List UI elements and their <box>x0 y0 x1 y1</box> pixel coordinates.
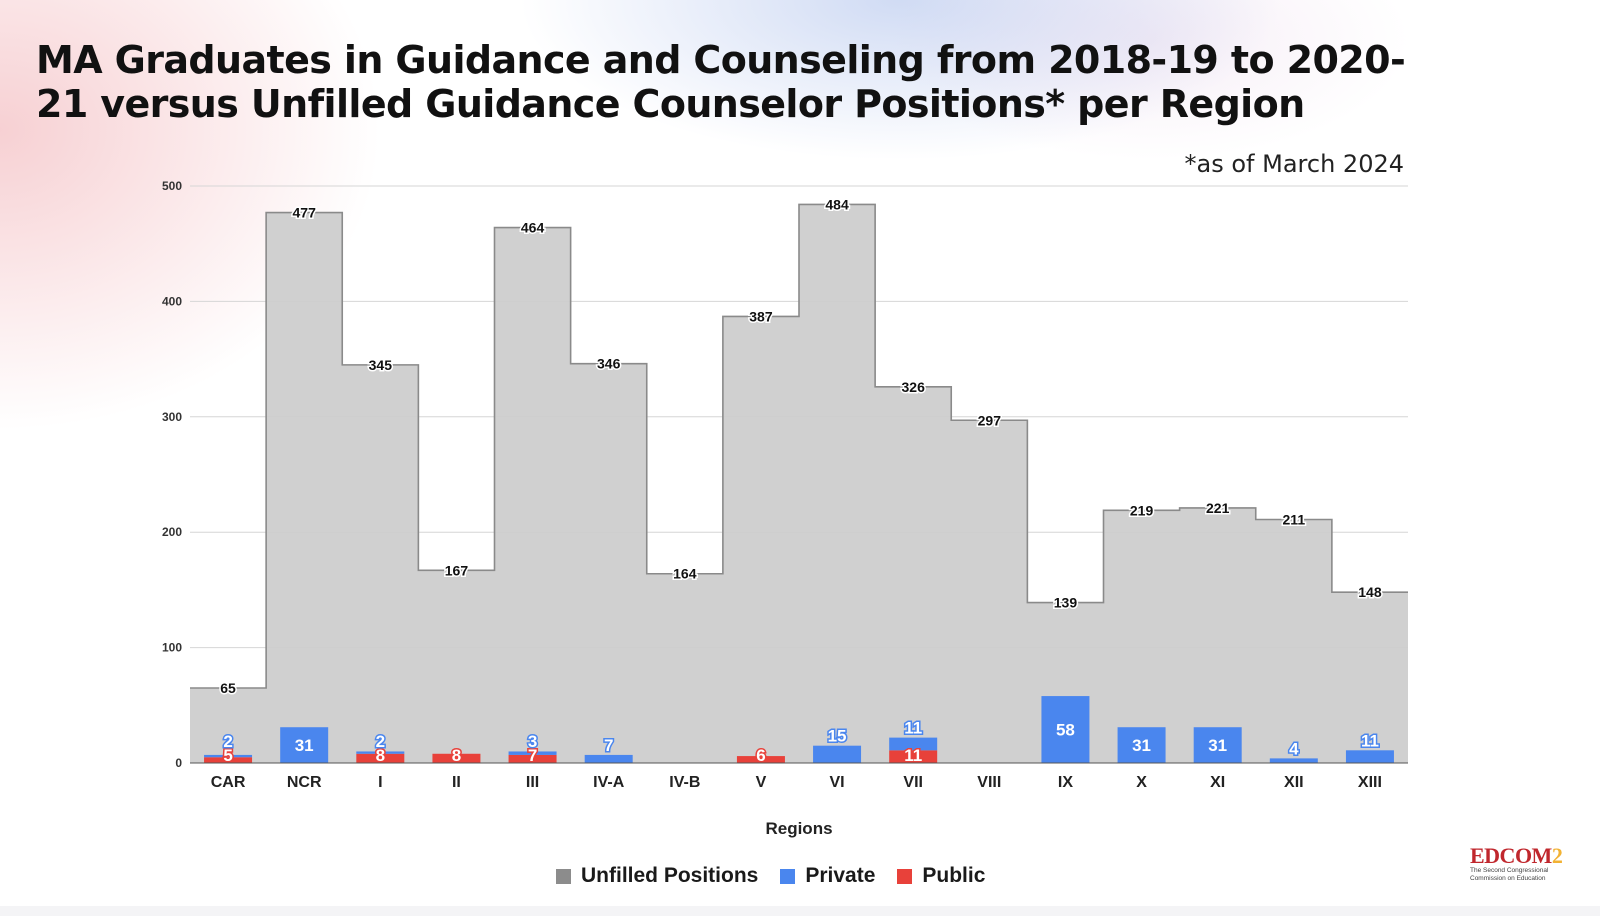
bar-private <box>1345 750 1394 763</box>
x-tick-label: VIII <box>977 774 1001 791</box>
y-tick-label: 0 <box>175 756 182 770</box>
data-label-unfilled: 211 <box>1283 512 1306 528</box>
legend-item-public: Public <box>897 864 985 888</box>
legend-swatch-public <box>897 868 913 884</box>
data-label-public: 7 <box>528 746 537 765</box>
bar-public <box>736 756 785 763</box>
logo-wordmark: EDCOM2 <box>1470 845 1570 867</box>
legend-swatch-unfilled <box>556 868 571 884</box>
data-label-unfilled: 464 <box>521 220 545 236</box>
bar-private <box>508 751 557 755</box>
bar-private <box>813 745 862 763</box>
data-label-public: 5 <box>223 746 232 765</box>
legend-item-unfilled: Unfilled Positions <box>556 864 758 888</box>
data-label-unfilled: 297 <box>978 412 1002 428</box>
data-label-unfilled: 345 <box>369 357 393 373</box>
data-label-unfilled: 139 <box>1054 595 1078 611</box>
y-tick-label: 500 <box>162 179 182 193</box>
legend-label-private: Private <box>805 864 876 887</box>
x-tick-label: VII <box>903 774 923 791</box>
x-tick-label: III <box>526 774 539 791</box>
data-label-unfilled: 65 <box>220 680 236 696</box>
bar-public <box>356 753 405 763</box>
data-label-private: 2 <box>223 732 232 751</box>
data-label-private: 31 <box>1208 736 1227 755</box>
data-label-unfilled: 477 <box>293 205 317 221</box>
edcom2-logo: EDCOM2 The Second Congressional Commissi… <box>1470 845 1570 882</box>
data-label-public: 8 <box>452 746 461 765</box>
y-tick-label: 200 <box>162 525 182 539</box>
logo-word: EDCOM <box>1470 843 1552 868</box>
logo-tagline: The Second Congressional Commission on E… <box>1470 867 1549 882</box>
data-label-private: 2 <box>376 732 385 751</box>
bar-private <box>1269 758 1318 763</box>
bar-private <box>1041 696 1090 763</box>
data-label-private: 3 <box>528 732 537 751</box>
x-tick-label: IV-B <box>669 774 700 791</box>
y-tick-label: 400 <box>162 294 182 308</box>
x-tick-label: IV-A <box>593 774 625 791</box>
chart-title: MA Graduates in Guidance and Counseling … <box>36 38 1406 126</box>
data-label-unfilled: 164 <box>673 566 697 582</box>
bar-public <box>889 750 938 763</box>
bar-private <box>584 754 633 763</box>
data-label-unfilled: 221 <box>1206 500 1230 516</box>
bottom-bar <box>0 906 1600 916</box>
data-label-unfilled: 326 <box>902 379 926 395</box>
data-label-public: 11 <box>904 746 922 765</box>
data-label-unfilled: 387 <box>749 308 773 324</box>
x-tick-label: XII <box>1284 774 1304 791</box>
x-axis-title: Regions <box>765 819 832 838</box>
bar-private <box>204 754 253 758</box>
data-label-private: 4 <box>1289 739 1299 758</box>
x-tick-label: V <box>756 774 767 791</box>
series-unfilled-line <box>190 203 1408 689</box>
x-tick-label: VI <box>830 774 845 791</box>
data-label-unfilled: 219 <box>1130 502 1154 518</box>
legend-item-private: Private <box>780 864 875 888</box>
bar-private <box>1193 727 1242 763</box>
bar-private <box>280 727 329 763</box>
data-label-public: 6 <box>756 746 765 765</box>
legend: Unfilled Positions Private Public <box>556 864 985 888</box>
data-label-unfilled: 484 <box>825 196 849 212</box>
data-label-unfilled: 167 <box>445 562 469 578</box>
bar-private <box>889 737 938 751</box>
data-label-private: 58 <box>1056 721 1075 740</box>
data-label-public: 8 <box>376 746 385 765</box>
x-tick-label: II <box>452 774 461 791</box>
x-tick-label: NCR <box>287 774 322 791</box>
data-label-private: 31 <box>1132 736 1151 755</box>
legend-label-public: Public <box>922 864 986 887</box>
data-label-private: 11 <box>1361 731 1379 750</box>
data-label-private: 7 <box>604 736 613 755</box>
bar-private <box>1117 727 1166 763</box>
bar-public <box>508 754 557 763</box>
bar-private <box>356 751 405 754</box>
data-label-private: 31 <box>295 736 314 755</box>
bar-public <box>204 757 253 763</box>
x-tick-label: X <box>1136 774 1147 791</box>
data-label-private: 15 <box>828 727 847 746</box>
x-tick-label: XI <box>1210 774 1225 791</box>
data-label-unfilled: 148 <box>1358 584 1382 600</box>
bar-public <box>432 753 481 763</box>
x-tick-label: IX <box>1058 774 1073 791</box>
legend-swatch-private <box>780 868 796 884</box>
x-tick-label: CAR <box>211 774 246 791</box>
logo-number: 2 <box>1551 843 1563 868</box>
legend-label-unfilled: Unfilled Positions <box>581 864 759 887</box>
y-tick-label: 300 <box>162 410 182 424</box>
chart-subtitle: *as of March 2024 <box>1184 150 1404 178</box>
data-label-private: 11 <box>904 719 922 738</box>
y-tick-label: 100 <box>162 641 182 655</box>
data-label-unfilled: 346 <box>597 356 621 372</box>
x-tick-label: I <box>378 774 382 791</box>
x-tick-label: XIII <box>1358 774 1382 791</box>
